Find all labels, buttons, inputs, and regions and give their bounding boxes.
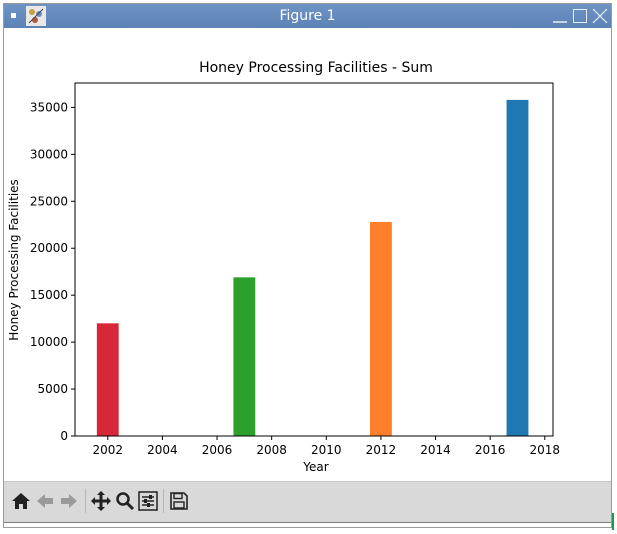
toolbar-separator [163,489,164,513]
x-tick-label: 2012 [366,443,397,457]
figure-window: Figure 1 Honey Processing Facilities - S… [3,3,612,528]
x-tick-label: 2010 [311,443,342,457]
bar-2017 [506,99,529,437]
x-tick-label: 2004 [147,443,178,457]
y-tick-label: 10000 [30,335,68,349]
app-icon [26,6,46,26]
bar-2002 [96,323,119,436]
save-icon[interactable] [168,490,190,512]
x-axis-label: Year [302,460,328,474]
home-icon[interactable] [10,490,32,512]
x-tick-label: 2002 [93,443,124,457]
y-ticks: 0 5000 10000 15000 20000 25000 30000 35000 [30,100,75,443]
y-tick-label: 35000 [30,100,68,114]
pan-icon[interactable] [90,490,112,512]
x-tick-label: 2018 [530,443,561,457]
y-tick-label: 15000 [30,288,68,302]
y-tick-label: 20000 [30,241,68,255]
configure-subplots-icon[interactable] [137,490,159,512]
zoom-icon[interactable] [114,490,136,512]
chart-canvas[interactable]: Honey Processing Facilities - Sum 2002 20… [4,28,611,481]
y-tick-label: 25000 [30,194,68,208]
x-ticks: 2002 2004 2006 2008 2010 2012 2014 2016 2018 [93,436,561,457]
x-tick-label: 2014 [420,443,451,457]
maximize-icon[interactable] [572,7,588,24]
y-axis-label: Honey Processing Facilities [7,179,21,341]
axes-frame [74,82,554,437]
chart-title: Honey Processing Facilities - Sum [199,60,433,76]
y-tick-label: 5000 [37,382,68,396]
status-bar-border [4,522,611,523]
navigation-toolbar [4,481,611,522]
forward-arrow-icon[interactable] [58,490,80,512]
x-tick-label: 2016 [475,443,506,457]
bar-2012 [369,221,392,436]
close-icon[interactable] [592,7,608,24]
bars-group [96,99,529,437]
resize-grip[interactable] [612,513,614,530]
toolbar-separator [85,489,86,513]
window-menu-icon[interactable] [11,13,16,18]
y-tick-label: 30000 [30,147,68,161]
title-bar[interactable]: Figure 1 [4,4,611,28]
x-tick-label: 2008 [256,443,287,457]
window-title: Figure 1 [279,8,336,24]
y-tick-label: 0 [60,429,68,443]
minimize-icon[interactable] [552,7,568,24]
bar-2007 [233,277,256,436]
back-arrow-icon[interactable] [34,490,56,512]
x-tick-label: 2006 [202,443,233,457]
